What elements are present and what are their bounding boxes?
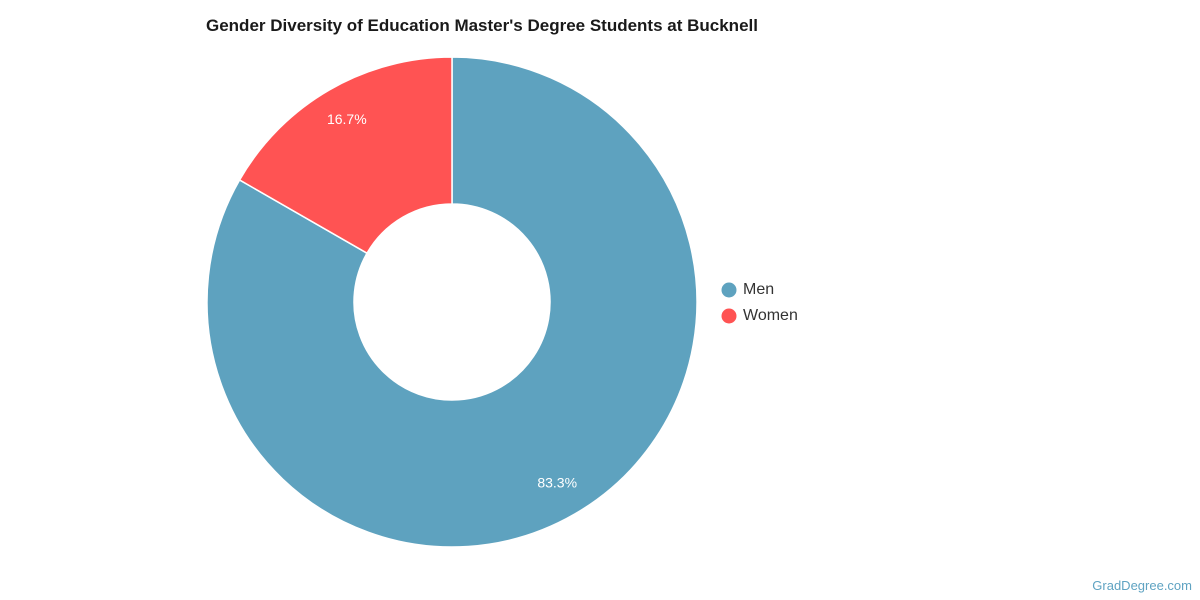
legend-swatch-men bbox=[721, 282, 737, 298]
slice-men[interactable] bbox=[206, 56, 698, 548]
slice-label-women: 16.7% bbox=[327, 111, 367, 127]
legend-label-men: Men bbox=[743, 281, 774, 298]
slice-label-men: 83.3% bbox=[537, 474, 577, 490]
legend-item-women[interactable]: Women bbox=[721, 307, 798, 324]
legend-label-women: Women bbox=[743, 307, 798, 324]
legend: Men Women bbox=[721, 281, 798, 324]
slice-labels-group: 83.3% 16.7% bbox=[327, 111, 577, 491]
slice-women[interactable] bbox=[238, 56, 453, 255]
source-credit[interactable]: GradDegree.com bbox=[1092, 578, 1192, 593]
legend-item-men[interactable]: Men bbox=[721, 281, 775, 298]
slices-group bbox=[206, 56, 698, 548]
legend-swatch-women bbox=[721, 308, 737, 324]
chart-title: Gender Diversity of Education Master's D… bbox=[206, 16, 758, 35]
